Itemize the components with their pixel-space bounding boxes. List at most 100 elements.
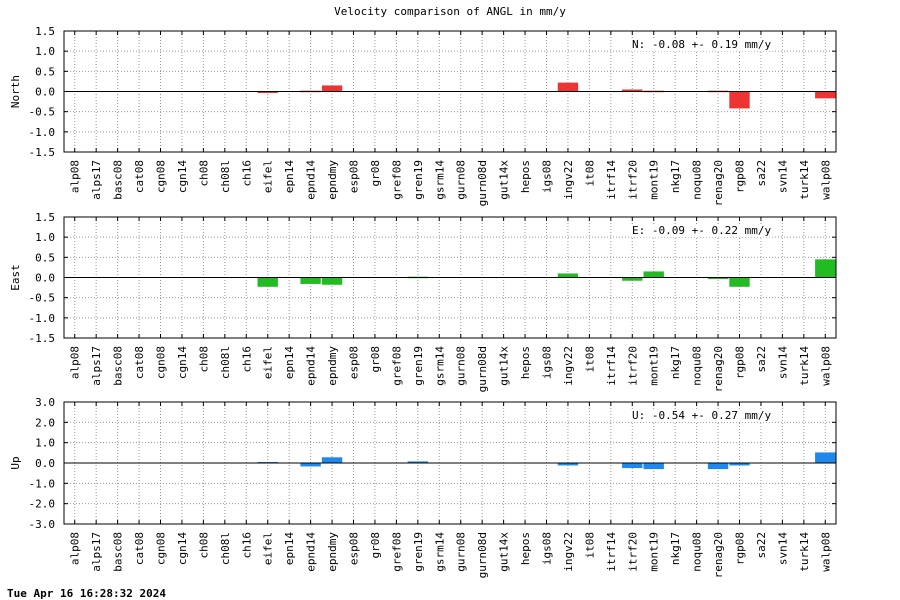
x-tick-label: svn14 xyxy=(776,532,789,565)
x-tick-label: gr08 xyxy=(369,346,382,373)
bar-ingv22 xyxy=(557,82,579,92)
bar-eifel xyxy=(257,277,278,287)
x-tick-label: it08 xyxy=(583,532,596,559)
x-tick-label: cgn08 xyxy=(155,532,168,565)
x-tick-label: eifel xyxy=(262,346,275,379)
x-tick-label: cgn14 xyxy=(176,160,189,193)
x-tick-label: eifel xyxy=(262,160,275,193)
x-tick-label: ch08 xyxy=(197,532,210,559)
x-tick-label: renag20 xyxy=(712,532,725,578)
x-tick-label: ch16 xyxy=(240,346,253,373)
x-tick-label: gut14x xyxy=(498,346,511,386)
x-tick-label: cat08 xyxy=(133,160,146,193)
x-tick-label: ch16 xyxy=(240,160,253,187)
x-tick-label: itrf20 xyxy=(626,346,639,386)
bar-walp08 xyxy=(815,452,836,463)
x-tick-label: epnd14 xyxy=(305,160,318,200)
x-tick-label: ch16 xyxy=(240,532,253,559)
bar-itrf20 xyxy=(622,277,643,281)
x-tick-label: hepos xyxy=(519,532,532,565)
x-tick-label: cgn08 xyxy=(155,160,168,193)
stats-annotation: N: -0.08 +- 0.19 mm/y xyxy=(632,38,771,51)
annotation-bg xyxy=(631,224,773,237)
annotation-bg xyxy=(631,38,773,51)
x-tick-label: it08 xyxy=(583,160,596,187)
x-tick-label: epndmy xyxy=(326,532,339,572)
x-tick-label: svn14 xyxy=(776,160,789,193)
x-tick-label: mont19 xyxy=(648,346,661,386)
x-tick-label: itrf14 xyxy=(605,346,618,386)
x-tick-label: alp08 xyxy=(69,346,82,379)
x-tick-label: gsrm14 xyxy=(433,532,446,572)
x-tick-label: esp08 xyxy=(348,346,361,379)
x-tick-label: igs08 xyxy=(541,160,554,193)
x-tick-label: gurn08d xyxy=(476,346,489,392)
y-tick-label: 0.0 xyxy=(35,86,55,99)
bar-mont19 xyxy=(643,463,664,470)
x-tick-label: sa22 xyxy=(755,160,768,187)
x-tick-label: turk14 xyxy=(798,160,811,200)
x-tick-label: turk14 xyxy=(798,532,811,572)
chart-title: Velocity comparison of ANGL in mm/y xyxy=(334,5,566,18)
x-tick-label: epn14 xyxy=(283,346,296,379)
y-tick-label: 3.0 xyxy=(35,396,55,409)
x-tick-label: sa22 xyxy=(755,346,768,373)
x-tick-label: cgn08 xyxy=(155,346,168,379)
x-tick-label: mont19 xyxy=(648,532,661,572)
x-tick-label: noqu08 xyxy=(691,532,704,572)
y-tick-label: -2.0 xyxy=(29,498,56,511)
stats-annotation: U: -0.54 +- 0.27 mm/y xyxy=(632,409,771,422)
y-tick-label: 1.0 xyxy=(35,437,55,450)
x-tick-label: basc08 xyxy=(112,346,125,386)
x-tick-label: itrf14 xyxy=(605,160,618,200)
x-tick-label: epn14 xyxy=(283,160,296,193)
x-tick-label: gref08 xyxy=(390,346,403,386)
timestamp-footer: Tue Apr 16 16:28:32 2024 xyxy=(7,587,166,600)
y-tick-label: -0.5 xyxy=(29,106,56,119)
x-tick-label: cgn14 xyxy=(176,532,189,565)
y-tick-label: 1.0 xyxy=(35,45,55,58)
bar-ingv22 xyxy=(557,273,579,278)
x-tick-label: gref08 xyxy=(390,160,403,200)
x-tick-label: epn14 xyxy=(283,532,296,565)
x-tick-label: itrf14 xyxy=(605,532,618,572)
x-tick-label: gsrm14 xyxy=(433,346,446,386)
x-tick-label: cgn14 xyxy=(176,346,189,379)
x-tick-label: cat08 xyxy=(133,346,146,379)
x-tick-label: rgp08 xyxy=(734,160,747,193)
y-tick-label: -1.0 xyxy=(29,477,56,490)
panel-north: 1.5 1.0 0.5 0.0 -0.5 -1.0 -1.5 alp08 alps17 basc0… xyxy=(9,25,837,206)
bar-eifel xyxy=(257,91,278,93)
x-tick-label: eifel xyxy=(262,532,275,565)
x-tick-label: nkg17 xyxy=(669,532,682,565)
bar-epnd14 xyxy=(300,463,321,467)
y-tick-label: -1.0 xyxy=(29,312,56,325)
x-tick-label: sa22 xyxy=(755,532,768,559)
bar-rgp08 xyxy=(729,91,750,109)
x-tick-label: alps17 xyxy=(90,532,103,572)
x-tick-label: alps17 xyxy=(90,160,103,200)
panel-east: 1.5 1.0 0.5 0.0 -0.5 -1.0 -1.5 alp08 alps17 basc0… xyxy=(9,211,837,392)
x-tick-label: ch08l xyxy=(219,346,232,379)
y-tick-label: -1.5 xyxy=(29,146,56,159)
x-tick-label: gren19 xyxy=(412,346,425,386)
x-tick-label: ch08 xyxy=(197,346,210,373)
panel-up: 3.0 2.0 1.0 0.0 -1.0 -2.0 -3.0 alp08 alps17 basc0… xyxy=(9,396,837,578)
x-tick-label: alp08 xyxy=(69,532,82,565)
x-tick-label: walp08 xyxy=(819,160,832,200)
x-tick-label: epnd14 xyxy=(305,532,318,572)
x-tick-label: nkg17 xyxy=(669,160,682,193)
x-tick-label: ingv22 xyxy=(562,160,575,200)
x-tick-label: alp08 xyxy=(69,160,82,193)
y-tick-label: 1.5 xyxy=(35,25,55,38)
x-tick-label: esp08 xyxy=(348,160,361,193)
x-tick-label: it08 xyxy=(583,346,596,373)
y-axis-label: North xyxy=(9,75,22,108)
x-tick-label: walp08 xyxy=(819,532,832,572)
x-tick-label: walp08 xyxy=(819,346,832,386)
x-tick-label: itrf20 xyxy=(626,160,639,200)
x-tick-label: gut14x xyxy=(498,160,511,200)
x-tick-label: ingv22 xyxy=(562,346,575,386)
x-tick-label: mont19 xyxy=(648,160,661,200)
